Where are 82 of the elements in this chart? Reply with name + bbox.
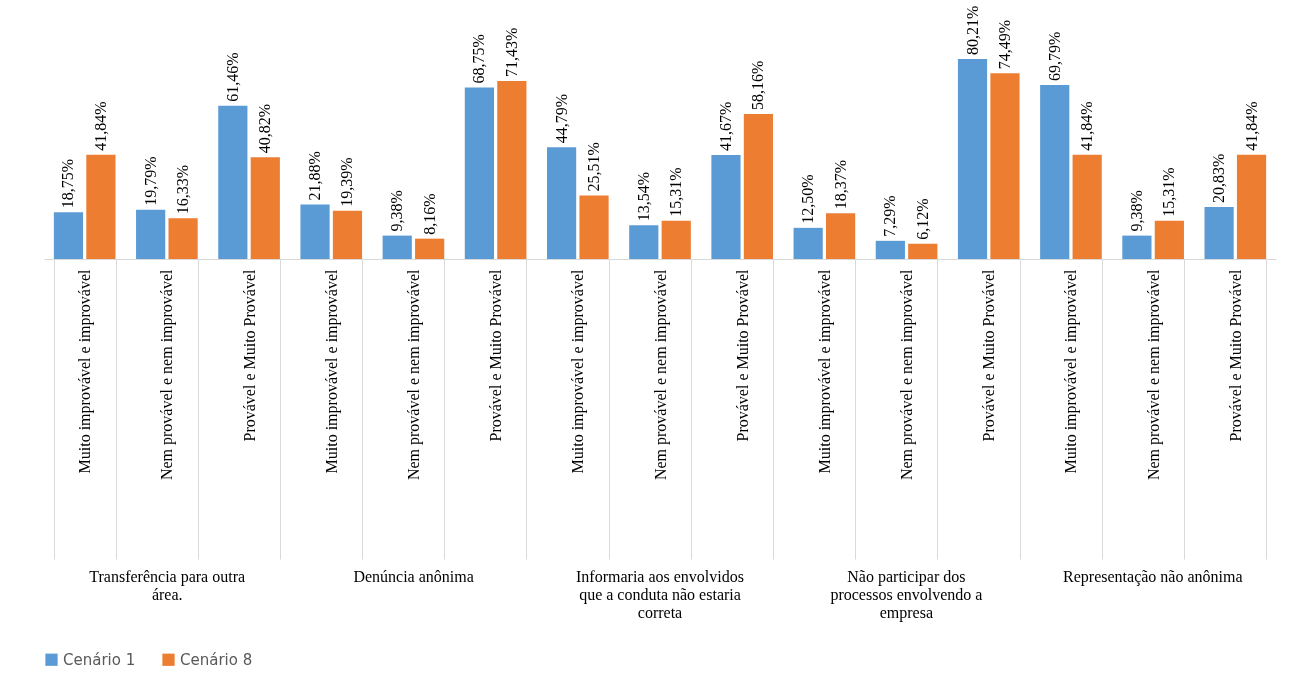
bar (136, 209, 166, 259)
text: Não participar dos processos envolvendo a empresa (830, 568, 983, 622)
bar (382, 235, 412, 259)
data-label: 18,75% (59, 158, 77, 209)
bar (546, 147, 577, 259)
data-label: 74,49% (995, 19, 1013, 70)
data-label: 44,79% (552, 93, 570, 144)
bar (579, 195, 609, 259)
bar (415, 238, 445, 259)
legend-label: Cenário 1 (63, 650, 136, 669)
x-tick-label: Provável e Muito Provável (487, 268, 505, 442)
bar (218, 105, 248, 259)
x-tick-label: Muito improvável e improvável (76, 268, 95, 474)
data-label: 15,31% (667, 167, 685, 217)
bar (1122, 235, 1152, 259)
x-tick-label: Muito improvável e improvável (815, 268, 834, 474)
data-label: 7,29% (881, 195, 899, 237)
data-label: 13,54% (634, 171, 652, 222)
legend-label: Cenário 8 (180, 650, 253, 669)
x-tick-label: Nem provável e nem improvável (651, 268, 670, 481)
bar (875, 240, 905, 259)
data-label: 21,88% (306, 151, 324, 201)
data-label: 19,79% (141, 156, 159, 206)
bar (332, 210, 363, 259)
data-label: 16,33% (174, 164, 192, 215)
bar (1154, 220, 1184, 259)
data-label: 9,38% (388, 190, 406, 232)
data-label: 25,51% (585, 142, 603, 192)
data-label: 41,84% (91, 101, 109, 151)
bar (53, 212, 84, 259)
data-label: 9,38% (1127, 190, 1145, 232)
x-tick-label: Nem provável e nem improvável (404, 268, 423, 481)
bar (743, 113, 774, 259)
data-label: 58,16% (749, 60, 767, 110)
data-label: 68,75% (470, 34, 488, 84)
bar (957, 59, 988, 259)
bar (1072, 154, 1102, 259)
x-tick-label: Nem provável e nem improvável (158, 268, 177, 481)
x-tick-label: Muito improvável e improvável (322, 268, 341, 474)
bar (1040, 84, 1070, 259)
bar (661, 220, 691, 259)
data-label: 18,37% (831, 159, 849, 210)
bar (168, 218, 198, 259)
bar (793, 227, 823, 259)
data-label: 61,46% (223, 52, 241, 102)
bar (250, 157, 280, 259)
x-tick-label: Muito improvável e improvável (569, 268, 588, 474)
bar (826, 213, 856, 259)
x-tick-label: Provável e Muito Provável (733, 268, 751, 442)
bar (464, 87, 494, 259)
data-label: 40,82% (256, 103, 274, 154)
data-label: 69,79% (1045, 31, 1063, 81)
text: Informaria aos envolvidos que a conduta não estaria correta (576, 568, 744, 621)
bar (300, 204, 330, 259)
x-tick-label: Provável e Muito Provável (1226, 268, 1244, 442)
bar (629, 225, 659, 259)
text: Denúncia anônima (353, 568, 474, 585)
data-label: 12,50% (799, 174, 817, 224)
data-label: 6,12% (913, 198, 931, 240)
data-label: 19,39% (338, 157, 356, 207)
bar (1204, 207, 1234, 259)
data-label: 20,83% (1210, 153, 1228, 204)
bar (990, 73, 1020, 259)
bar (86, 154, 116, 259)
data-label: 8,16% (420, 193, 438, 235)
bar (1236, 154, 1267, 259)
text: Transferência para outra área. (89, 568, 246, 603)
x-tick-label: Provável e Muito Provável (980, 268, 998, 442)
data-label: 41,84% (1242, 101, 1260, 151)
data-label: 41,84% (1078, 101, 1096, 151)
data-label: 41,67% (716, 101, 734, 152)
bar (908, 243, 938, 259)
x-tick-label: Muito improvável e improvável (1062, 268, 1081, 474)
data-label: 15,31% (1160, 167, 1178, 217)
x-tick-label: Nem provável e nem improvável (1144, 268, 1163, 481)
data-label: 71,43% (502, 27, 520, 77)
bar (497, 80, 527, 259)
x-tick-label: Nem provável e nem improvável (898, 268, 917, 481)
bar (711, 155, 741, 259)
x-tick-label: Provável e Muito Provável (240, 268, 258, 442)
text: Representação não anônima (1063, 568, 1243, 586)
data-label: 80,21% (963, 5, 981, 55)
